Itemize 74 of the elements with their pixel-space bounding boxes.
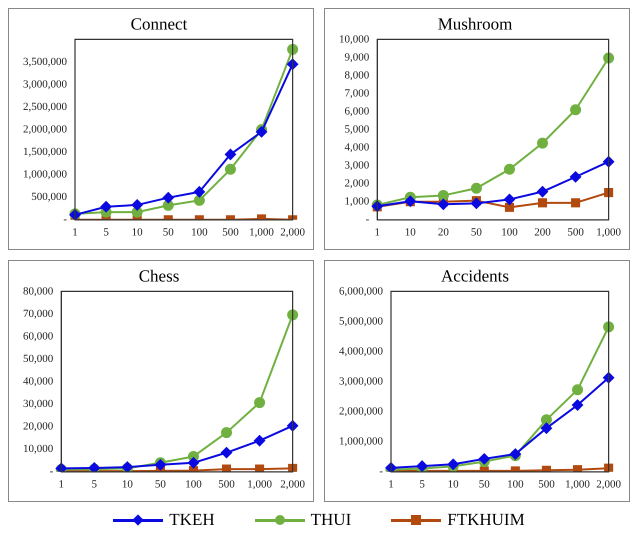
y-tick-label: 50,000 bbox=[23, 352, 54, 365]
y-tick-label: 500,000 bbox=[31, 191, 68, 204]
y-tick-label: 3,000 bbox=[344, 160, 370, 172]
x-tick-label: 200 bbox=[534, 226, 552, 238]
y-tick-label: 8,000 bbox=[344, 69, 370, 82]
y-tick-label: 60,000 bbox=[23, 330, 54, 342]
y-tick-label: 2,500,000 bbox=[23, 100, 68, 113]
x-tick-label: 1,000 bbox=[249, 226, 274, 238]
x-tick-label: 2,000 bbox=[280, 226, 306, 238]
x-tick-label: 50 bbox=[470, 226, 482, 238]
y-tick-label: 1,000 bbox=[344, 196, 370, 208]
legend-label: THUI bbox=[310, 510, 352, 530]
x-tick-label: 20 bbox=[438, 226, 450, 238]
y-tick-label: 3,500,000 bbox=[23, 56, 68, 68]
y-tick-label: 3,000,000 bbox=[23, 78, 68, 90]
y-tick-label: 20,000 bbox=[23, 420, 54, 433]
y-tick-label: - bbox=[366, 214, 370, 226]
x-tick-label: 100 bbox=[191, 226, 208, 238]
chart-title: Mushroom bbox=[438, 14, 512, 34]
x-tick-label: 1 bbox=[72, 226, 78, 238]
y-tick-label: 70,000 bbox=[23, 308, 54, 320]
x-tick-label: 50 bbox=[154, 478, 166, 490]
x-tick-label: 1 bbox=[58, 478, 64, 490]
x-tick-label: 500 bbox=[218, 478, 236, 490]
chart-title: Chess bbox=[138, 266, 180, 286]
chart-title: Connect bbox=[130, 14, 188, 34]
x-tick-label: 500 bbox=[222, 226, 240, 238]
y-tick-label: 1,000,000 bbox=[23, 168, 68, 181]
x-tick-label: 5 bbox=[92, 478, 98, 490]
y-tick-label: 1,000,000 bbox=[339, 436, 384, 448]
x-tick-label: 2,000 bbox=[280, 478, 306, 490]
y-tick-label: 4,000 bbox=[344, 142, 370, 154]
y-tick-label: - bbox=[379, 466, 384, 478]
x-tick-label: 100 bbox=[501, 226, 518, 238]
y-tick-label: 30,000 bbox=[23, 398, 54, 410]
y-tick-label: 3,000,000 bbox=[339, 375, 384, 388]
y-tick-label: 7,000 bbox=[344, 87, 370, 100]
legend-label: FTKHUIM bbox=[447, 510, 525, 530]
y-tick-label: 5,000 bbox=[344, 123, 370, 136]
x-tick-label: 500 bbox=[538, 478, 556, 490]
x-tick-label: 2,000 bbox=[596, 478, 622, 490]
x-tick-label: 100 bbox=[185, 478, 202, 490]
y-tick-label: 40,000 bbox=[23, 375, 54, 388]
x-tick-label: 1,000 bbox=[565, 478, 590, 490]
x-tick-label: 50 bbox=[478, 478, 490, 490]
y-tick-label: 80,000 bbox=[23, 285, 54, 298]
legend-label: TKEH bbox=[169, 510, 215, 530]
x-tick-label: 10 bbox=[122, 478, 134, 490]
x-tick-label: 1,000 bbox=[247, 478, 272, 490]
x-tick-label: 1 bbox=[374, 226, 380, 238]
y-tick-label: 10,000 bbox=[339, 33, 370, 46]
y-tick-label: 5,000,000 bbox=[339, 315, 384, 328]
x-tick-label: 1,000 bbox=[596, 226, 622, 238]
x-tick-label: 10 bbox=[132, 226, 144, 238]
x-tick-label: 5 bbox=[103, 226, 110, 238]
y-tick-label: 4,000,000 bbox=[339, 345, 384, 358]
x-tick-label: 50 bbox=[162, 226, 174, 238]
x-tick-label: 10 bbox=[404, 226, 416, 238]
y-tick-label: 2,000,000 bbox=[23, 123, 68, 136]
y-tick-label: 9,000 bbox=[344, 51, 370, 64]
x-tick-label: 100 bbox=[507, 478, 524, 490]
y-tick-label: 2,000 bbox=[344, 178, 370, 190]
chart-title: Accidents bbox=[441, 266, 509, 286]
x-tick-label: 5 bbox=[419, 478, 426, 490]
y-tick-label: 6,000 bbox=[344, 105, 370, 118]
y-tick-label: 1,500,000 bbox=[23, 146, 68, 158]
x-tick-label: 500 bbox=[567, 226, 584, 238]
y-tick-label: - bbox=[50, 466, 54, 478]
x-tick-label: 10 bbox=[448, 478, 460, 490]
y-tick-label: - bbox=[63, 214, 68, 226]
x-tick-label: 1 bbox=[388, 478, 394, 490]
y-tick-label: 2,000,000 bbox=[339, 406, 384, 418]
y-tick-label: 6,000,000 bbox=[339, 285, 384, 298]
y-tick-label: 10,000 bbox=[23, 443, 54, 456]
